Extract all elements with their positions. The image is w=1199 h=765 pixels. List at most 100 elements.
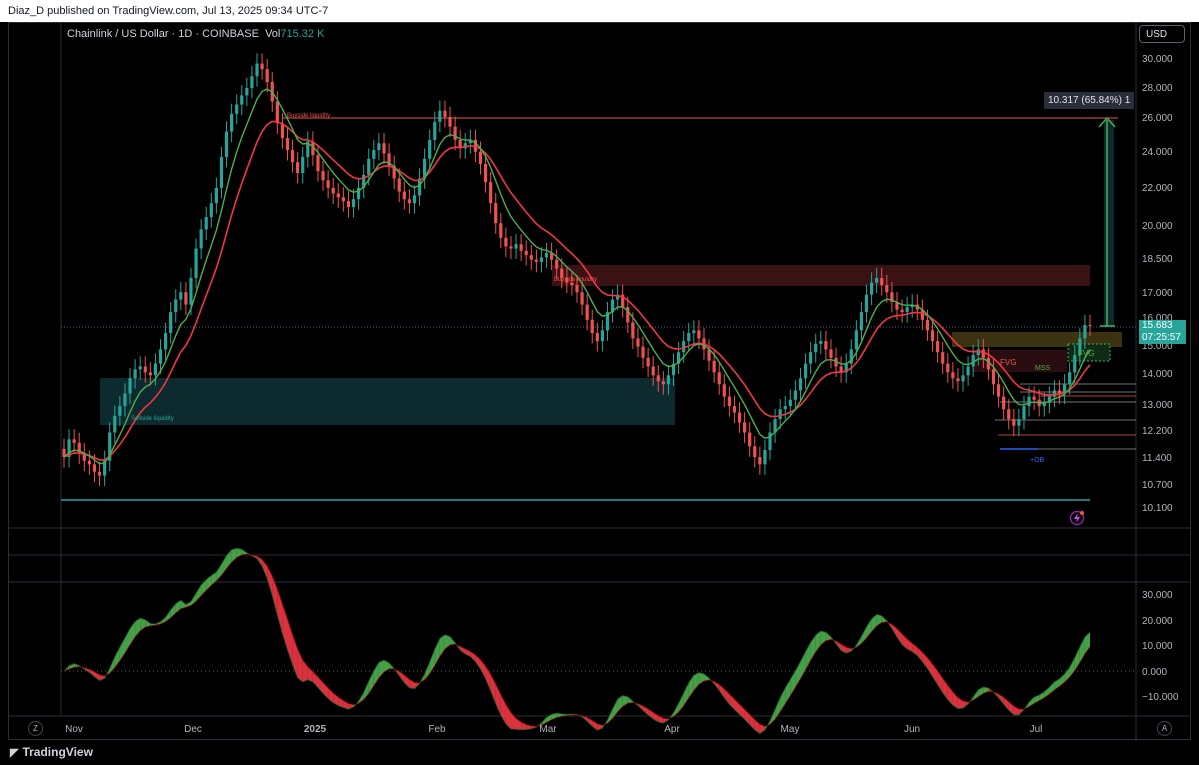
price-axis-label: 26.000 xyxy=(1142,113,1173,124)
oscillator-cloud-segment xyxy=(485,666,491,691)
oscillator-cloud-segment xyxy=(221,555,227,576)
candle-body xyxy=(184,292,188,305)
candle-body xyxy=(768,432,772,450)
candle-body xyxy=(1068,372,1072,385)
candle-body xyxy=(240,95,244,105)
candle-body xyxy=(169,312,173,334)
lightning-glyph xyxy=(1074,513,1080,523)
candle-body xyxy=(82,453,86,461)
candle-body xyxy=(265,69,269,83)
candle-body xyxy=(864,294,869,313)
oscillator-cloud-segment xyxy=(744,709,750,725)
candle-body xyxy=(641,346,645,358)
candle-body xyxy=(311,141,315,156)
candle-body xyxy=(443,110,447,118)
candle-body xyxy=(550,252,554,260)
candle-body xyxy=(423,158,427,179)
candle-body xyxy=(306,141,310,157)
oscillator-cloud-segment xyxy=(206,575,212,591)
candle-body xyxy=(748,432,752,447)
candle-body xyxy=(67,439,71,458)
candle-body xyxy=(676,352,681,364)
candle-body xyxy=(814,343,818,353)
candle-body xyxy=(214,187,218,204)
oscillator-cloud-segment xyxy=(490,674,496,704)
candle-body xyxy=(834,357,838,367)
candle-body xyxy=(961,375,965,382)
candle-body xyxy=(773,419,777,433)
candle-body xyxy=(1017,419,1021,426)
auto-scale-button[interactable]: A xyxy=(1157,721,1172,736)
candle-body xyxy=(1073,355,1077,373)
auto-scale-left-button[interactable]: Z xyxy=(28,721,43,736)
candle-body xyxy=(941,352,945,364)
candle-body xyxy=(351,199,356,208)
candle-body xyxy=(900,309,904,313)
oscillator-cloud-segment xyxy=(927,657,933,677)
measure-tool-label: 10.317 (65.84%) 1 xyxy=(1044,92,1135,109)
candle-body xyxy=(1012,419,1016,426)
oscillator-fast-line xyxy=(63,547,1091,735)
last-price-tag: 15.683 07:25:57 xyxy=(1139,320,1186,344)
candle-body xyxy=(930,330,935,342)
oscillator-cloud-segment xyxy=(99,674,105,681)
chart-frame xyxy=(8,22,1191,740)
oscillator-cloud-segment xyxy=(612,699,618,719)
candle-body xyxy=(113,415,117,433)
candle-body xyxy=(290,150,295,163)
candle-body xyxy=(570,282,574,286)
oscillator-axis-label: 10.000 xyxy=(1142,641,1173,652)
price-axis-label: 22.000 xyxy=(1142,183,1173,194)
tradingview-brand[interactable]: ◤ TradingView xyxy=(10,745,93,759)
oscillator-cloud-segment xyxy=(475,654,481,669)
candle-body xyxy=(687,333,691,342)
candle-body xyxy=(671,363,676,376)
price-axis-label: 14.000 xyxy=(1142,369,1173,380)
alert-dot xyxy=(1080,511,1084,515)
oscillator-cloud-segment xyxy=(759,724,765,734)
candle-body xyxy=(1032,396,1036,400)
oscillator-cloud-segment xyxy=(963,701,969,709)
candle-body xyxy=(158,349,163,364)
price-axis-label: 10.700 xyxy=(1142,480,1173,491)
candle-body xyxy=(494,203,498,224)
candle-body xyxy=(829,349,833,358)
oscillator-cloud-segment xyxy=(1044,687,1050,698)
candle-body xyxy=(448,117,452,127)
oscillator-cloud-segment xyxy=(89,669,95,677)
oscillator-cloud-segment xyxy=(1029,697,1035,707)
symbol-legend[interactable]: Chainlink / US Dollar · 1D · COINBASE Vo… xyxy=(67,28,324,40)
candle-body xyxy=(1007,409,1011,420)
symbol-title[interactable]: Chainlink / US Dollar · 1D · COINBASE xyxy=(67,28,259,40)
measure-arrow-head xyxy=(1098,116,1116,128)
oscillator-cloud-segment xyxy=(307,666,313,682)
oscillator-cloud-segment xyxy=(368,670,374,694)
oscillator-cloud-segment xyxy=(775,697,781,720)
candle-body xyxy=(712,360,716,373)
currency-button[interactable]: USD xyxy=(1139,25,1185,43)
candle-body xyxy=(1088,325,1092,327)
price-axis-label: 30.000 xyxy=(1142,54,1173,65)
oscillator-cloud-segment xyxy=(460,646,466,655)
candle-body xyxy=(905,307,909,313)
candle-body xyxy=(951,372,955,379)
candle-body xyxy=(621,294,625,308)
candle-body xyxy=(174,299,178,313)
candle-body xyxy=(692,330,696,334)
price-axis-label: 11.400 xyxy=(1142,453,1172,464)
candle-body xyxy=(1027,396,1031,407)
candle-body xyxy=(367,158,371,175)
candle-body xyxy=(92,464,97,472)
oscillator-cloud-segment xyxy=(592,720,598,731)
price-axis-label: 18.500 xyxy=(1142,254,1173,265)
time-axis-label: Feb xyxy=(428,724,446,735)
candle-body xyxy=(438,110,442,122)
candle-body xyxy=(971,355,975,367)
oscillator-cloud-segment xyxy=(297,648,303,682)
candle-body xyxy=(575,285,579,293)
candle-body xyxy=(138,366,142,370)
candle-body xyxy=(407,199,411,204)
candle-body xyxy=(62,448,66,458)
candle-body xyxy=(372,150,376,159)
